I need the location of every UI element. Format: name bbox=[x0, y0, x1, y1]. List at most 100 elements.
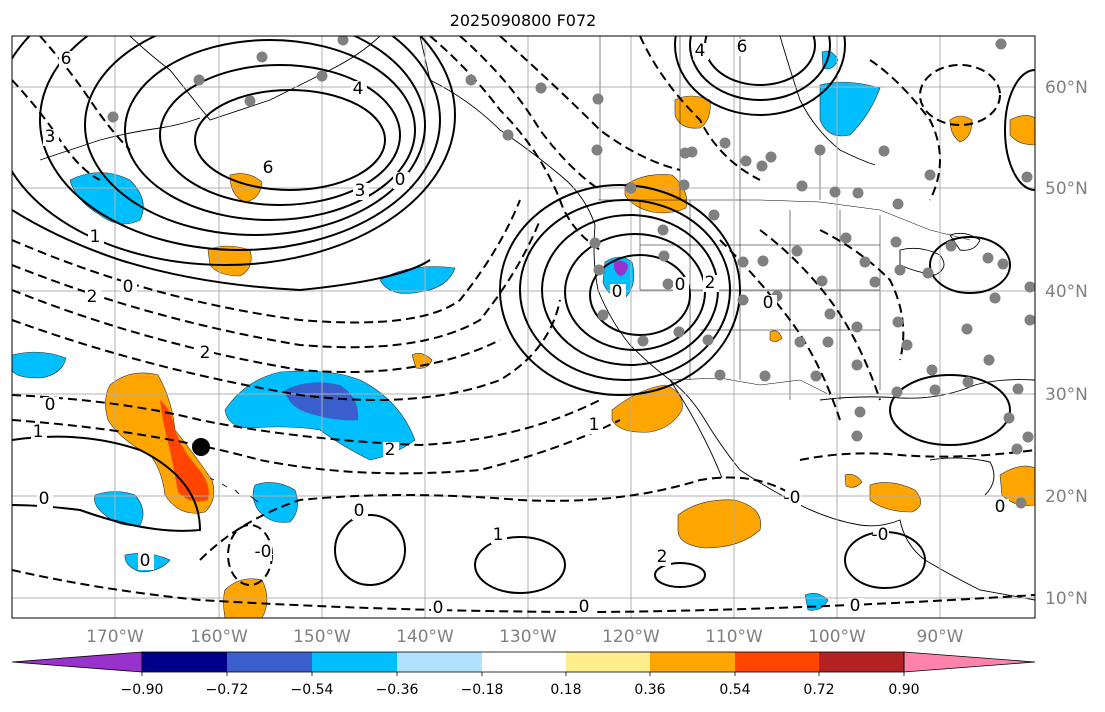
contour-label: 0 bbox=[433, 598, 444, 618]
negative-contour bbox=[919, 64, 1001, 126]
colorbar-segment bbox=[142, 652, 227, 672]
station-dot bbox=[765, 151, 777, 163]
longitude-label: 130°W bbox=[499, 627, 557, 647]
latitude-axis: 60°N 50°N 40°N 30°N 20°N 10°N bbox=[1045, 78, 1088, 609]
station-dot bbox=[929, 384, 941, 396]
contour-label: 0 bbox=[395, 170, 406, 190]
figure-title: 2025090800 F072 bbox=[450, 11, 597, 30]
station-dot bbox=[256, 51, 268, 63]
colorbar-tick-label: 0.90 bbox=[888, 682, 919, 698]
contour-label: 0 bbox=[850, 596, 861, 616]
aleutian-islands bbox=[39, 117, 201, 161]
contour-label-background bbox=[785, 490, 801, 507]
station-dot bbox=[737, 294, 749, 306]
positive-anomaly-region bbox=[624, 174, 687, 214]
strong-positive-anomaly-region bbox=[160, 400, 209, 502]
positive-anomaly-region bbox=[677, 499, 762, 549]
contour-label: 0 bbox=[612, 282, 623, 302]
station-dot bbox=[757, 255, 769, 267]
station-dot bbox=[840, 232, 852, 244]
station-dot bbox=[740, 155, 752, 167]
longitude-label: 100°W bbox=[808, 627, 866, 647]
negative-contour bbox=[639, 36, 761, 181]
station-dot bbox=[193, 74, 205, 86]
colorbar-extend-high bbox=[903, 651, 1036, 673]
longitude-label: 160°W bbox=[190, 627, 248, 647]
contour-label: 3 bbox=[45, 127, 56, 147]
station-dot bbox=[708, 209, 720, 221]
colorbar-tick-label: 0.36 bbox=[634, 682, 665, 698]
station-dot bbox=[719, 137, 731, 149]
station-dot bbox=[1022, 431, 1034, 443]
contour-label: 0 bbox=[123, 277, 134, 297]
contour-label: 0 bbox=[763, 293, 774, 313]
contour-label: 1 bbox=[90, 227, 101, 247]
contour-label: 0 bbox=[45, 395, 56, 415]
station-dot bbox=[829, 186, 841, 198]
contour-label: 1 bbox=[33, 422, 44, 442]
contour-label: 2 bbox=[385, 440, 396, 460]
station-dot bbox=[592, 93, 604, 105]
positive-anomaly-region bbox=[844, 474, 863, 488]
negative-contours bbox=[12, 36, 1035, 614]
positive-anomaly-region bbox=[674, 95, 711, 129]
colorbar-extend-low bbox=[11, 651, 143, 673]
contour-label-background bbox=[431, 600, 447, 617]
positive-contour bbox=[499, 184, 741, 396]
positive-contour bbox=[12, 36, 456, 266]
station-dot bbox=[891, 386, 903, 398]
station-dot bbox=[901, 339, 913, 351]
station-dot bbox=[702, 334, 714, 346]
negative-contour bbox=[12, 394, 601, 447]
contour-label-background bbox=[383, 442, 399, 459]
contour-label: -0 bbox=[784, 488, 801, 508]
alaska-coast bbox=[129, 36, 381, 121]
hawaii-islands bbox=[209, 477, 259, 503]
colorbar-segment bbox=[482, 652, 566, 672]
station-dot bbox=[794, 336, 806, 348]
colorbar: −0.90 −0.72 −0.54 −0.36 −0.18 0.18 0.36 0.54 0.7… bbox=[11, 651, 1036, 698]
great-lakes bbox=[899, 232, 981, 276]
station-dot bbox=[796, 180, 808, 192]
station-dot bbox=[791, 245, 803, 257]
colorbar-segment bbox=[650, 652, 735, 672]
positive-contour bbox=[12, 435, 202, 532]
station-dot bbox=[737, 256, 749, 268]
map-background bbox=[12, 36, 1035, 618]
contour-label-background bbox=[610, 284, 626, 301]
longitude-label: 170°W bbox=[86, 627, 144, 647]
colorbar-frame bbox=[141, 651, 905, 673]
north-america-coast bbox=[419, 36, 1035, 601]
positive-contour bbox=[589, 254, 691, 336]
negative-contour bbox=[819, 229, 905, 361]
colorbar-segment bbox=[566, 652, 650, 672]
colorbar-segment bbox=[819, 652, 904, 672]
contour-label-background bbox=[121, 279, 137, 296]
contour-label: -0 bbox=[872, 525, 889, 545]
colorbar-tick-label: −0.36 bbox=[376, 682, 419, 698]
contour-label-background bbox=[88, 229, 104, 246]
contour-label-background bbox=[85, 289, 101, 306]
storm-center-marker bbox=[192, 438, 210, 456]
station-dot bbox=[502, 129, 514, 141]
us-mexico-border bbox=[669, 377, 831, 396]
gulf-coast bbox=[819, 379, 1035, 401]
station-dot bbox=[673, 326, 685, 338]
station-dot bbox=[851, 321, 863, 333]
station-dot bbox=[995, 38, 1007, 50]
contour-label: 0 bbox=[39, 489, 50, 509]
station-dot bbox=[593, 264, 605, 276]
negative-anomaly-region bbox=[12, 351, 67, 379]
contour-label-background bbox=[673, 277, 689, 294]
contour-label-background bbox=[353, 183, 369, 200]
colorbar-tick-label: 0.18 bbox=[550, 682, 581, 698]
station-dot bbox=[1011, 443, 1023, 455]
positive-anomaly-region bbox=[1009, 115, 1035, 146]
contour-label: 6 bbox=[61, 49, 72, 69]
contour-label-background bbox=[848, 598, 864, 615]
contour-label: 2 bbox=[705, 273, 716, 293]
station-dot bbox=[591, 144, 603, 156]
colorbar-tick-label: 0.54 bbox=[719, 682, 750, 698]
